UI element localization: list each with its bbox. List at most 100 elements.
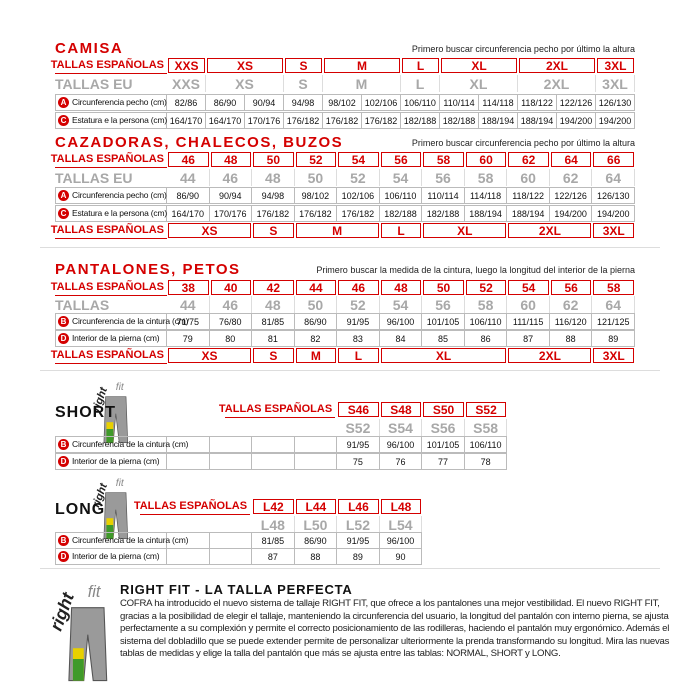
measure-cell: 122/126 (557, 94, 596, 111)
row-label: Circunferencia de la cintura (cm) (72, 439, 189, 449)
measure-cell: 85 (422, 330, 465, 347)
logo-stripe (106, 525, 114, 539)
size-cell: S52 (465, 402, 507, 417)
measure-cell: 86/90 (167, 187, 210, 204)
separator (40, 568, 660, 569)
row-label: Estatura e la persona (cm) (72, 115, 167, 125)
measure-cell: 164/170 (167, 205, 210, 222)
measure-cell: 91/95 (337, 313, 380, 330)
measure-cell: 188/194 (464, 205, 508, 222)
eu-size-cell: 44 (167, 169, 210, 186)
measure-cell: 126/130 (592, 187, 635, 204)
measure-cell: 114/118 (479, 94, 518, 111)
size-cell: 3XL (593, 348, 634, 363)
measure-cell: 176/182 (252, 205, 295, 222)
measure-cell: 78 (464, 453, 508, 470)
logo-stripe (72, 659, 84, 681)
measure-cell: 170/176 (245, 112, 284, 129)
separator (40, 370, 660, 371)
right-fit-logo: right fit (90, 378, 135, 446)
eu-size-cell: S52 (337, 419, 380, 436)
right-fit-logo: right fit (46, 578, 118, 686)
size-cell: S (253, 223, 294, 238)
measure-cell: 98/102 (294, 187, 338, 204)
measure-cell: 81/85 (252, 313, 295, 330)
eu-size-cell: L48 (252, 516, 295, 533)
eu-size-cell: 48 (252, 169, 295, 186)
row-marker: D (58, 333, 69, 344)
measure-cell: 98/102 (323, 94, 362, 111)
measure-cell: 176/182 (294, 205, 338, 222)
measure-cell: 164/170 (206, 112, 245, 129)
size-cell: 50 (253, 152, 294, 167)
eu-size-cell: 46 (210, 169, 253, 186)
empty-cell (294, 436, 338, 453)
row-label: TALLAS ESPAÑOLAS (51, 57, 167, 74)
measure-cell: 76/80 (209, 313, 253, 330)
measure-cell: 86/90 (206, 94, 245, 111)
section-title: CAMISA (55, 40, 124, 57)
measure-cell: 81 (252, 330, 295, 347)
row-label-cell: B Circunferencia de la cintura (cm) (55, 532, 188, 549)
measure-cell: 77 (422, 453, 465, 470)
row-marker: C (58, 115, 69, 126)
size-cell: S (253, 348, 294, 363)
eu-size-cell: 62 (550, 296, 593, 313)
eu-size-cell: 52 (337, 296, 380, 313)
measure-cell: 88 (549, 330, 593, 347)
logo-text: fit (88, 583, 102, 601)
measure-cell: 89 (337, 548, 380, 565)
measure-cell: 194/200 (596, 112, 635, 129)
measure-cell: 188/194 (479, 112, 518, 129)
row-label: TALLAS ESPAÑOLAS (51, 347, 167, 364)
measure-cell: 111/115 (507, 313, 550, 330)
measure-cell: 86/90 (294, 532, 338, 549)
size-cell: 46 (168, 152, 209, 167)
row-label-cell: A Circunferencia pecho (cm) (55, 187, 167, 204)
fit-name: LONG (55, 501, 106, 518)
logo-graphic: right fit (46, 583, 108, 682)
empty-cell (209, 532, 253, 549)
measure-cell: 96/100 (379, 532, 423, 549)
measure-cell: 83 (337, 330, 380, 347)
eu-size-cell: S56 (422, 419, 465, 436)
eu-size-cell: XS (206, 75, 284, 92)
measure-cell: 80 (209, 330, 253, 347)
eu-size-cell: 46 (210, 296, 253, 313)
eu-size-cell: 50 (295, 296, 338, 313)
eu-size-cell: 58 (465, 169, 508, 186)
eu-size-cell: S (284, 75, 323, 92)
measure-cell: 194/200 (557, 112, 596, 129)
section-title: CAZADORAS, CHALECOS, BUZOS (55, 134, 344, 151)
size-cell: 2XL (508, 223, 592, 238)
measure-cell: 89 (592, 330, 635, 347)
measure-cell: 110/114 (422, 187, 465, 204)
measure-cell: 126/130 (596, 94, 635, 111)
measure-cell: 164/170 (167, 112, 206, 129)
measure-cell: 102/106 (362, 94, 401, 111)
measure-cell: 121/125 (592, 313, 635, 330)
size-cell: XS (168, 348, 252, 363)
size-cell: XL (423, 223, 507, 238)
measure-cell: 94/98 (284, 94, 323, 111)
row-label: TALLAS ESPAÑOLAS (219, 401, 336, 418)
size-cell: 52 (465, 280, 507, 295)
row-label: TALLAS ESPAÑOLAS (51, 279, 167, 296)
footer-text: COFRA ha introducido el nuevo sistema de… (120, 598, 670, 659)
size-cell: 58 (423, 152, 464, 167)
row-label: Estatura e la persona (cm) (72, 208, 167, 218)
size-cell: 3XL (593, 223, 634, 238)
eu-size-cell: L52 (337, 516, 380, 533)
measure-cell: 116/120 (549, 313, 593, 330)
eu-size-cell: 44 (167, 296, 210, 313)
size-cell: L44 (295, 499, 337, 514)
eu-size-cell: 60 (507, 169, 550, 186)
measure-cell: 75 (337, 453, 380, 470)
eu-size-cell: S58 (465, 419, 508, 436)
size-cell: S (285, 58, 322, 73)
size-cell: 44 (295, 280, 337, 295)
row-label-cell: D Interior de la pierna (cm) (55, 453, 167, 470)
size-cell: XXS (168, 58, 205, 73)
size-cell: 62 (508, 152, 549, 167)
eu-size-cell: 48 (252, 296, 295, 313)
